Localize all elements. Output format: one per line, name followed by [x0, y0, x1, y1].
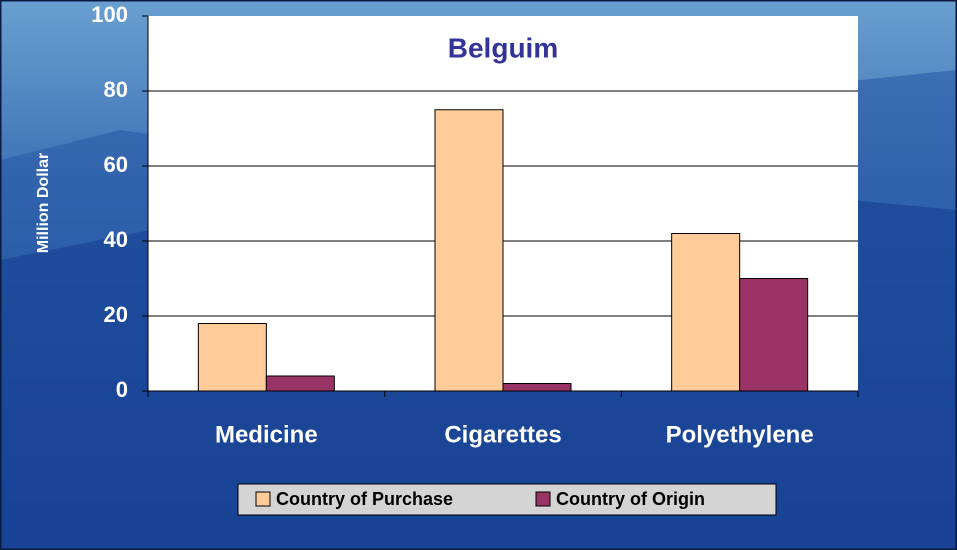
- x-tick-label: Cigarettes: [444, 421, 561, 448]
- y-tick-label: 100: [91, 2, 128, 27]
- bar: [198, 324, 266, 392]
- y-tick-label: 60: [104, 152, 128, 177]
- legend-label: Country of Purchase: [276, 489, 453, 509]
- bar: [503, 384, 571, 392]
- legend-swatch: [256, 492, 270, 506]
- bar: [266, 376, 334, 391]
- legend-label: Country of Origin: [556, 489, 705, 509]
- chart: Belguim Million Dollar 0 20 40 60 80 100 Medic…: [0, 0, 957, 550]
- bar: [740, 279, 808, 392]
- bar: [435, 110, 503, 391]
- y-tick-label: 0: [116, 377, 128, 402]
- bar: [672, 234, 740, 392]
- y-tick-label: 80: [104, 77, 128, 102]
- x-tick-label: Medicine: [215, 421, 318, 448]
- y-axis-label: Million Dollar: [35, 153, 52, 253]
- chart-title: Belguim: [448, 32, 558, 63]
- y-tick-label: 40: [104, 227, 128, 252]
- y-tick-label: 20: [104, 302, 128, 327]
- x-tick-label: Polyethylene: [666, 421, 814, 448]
- legend-swatch: [536, 492, 550, 506]
